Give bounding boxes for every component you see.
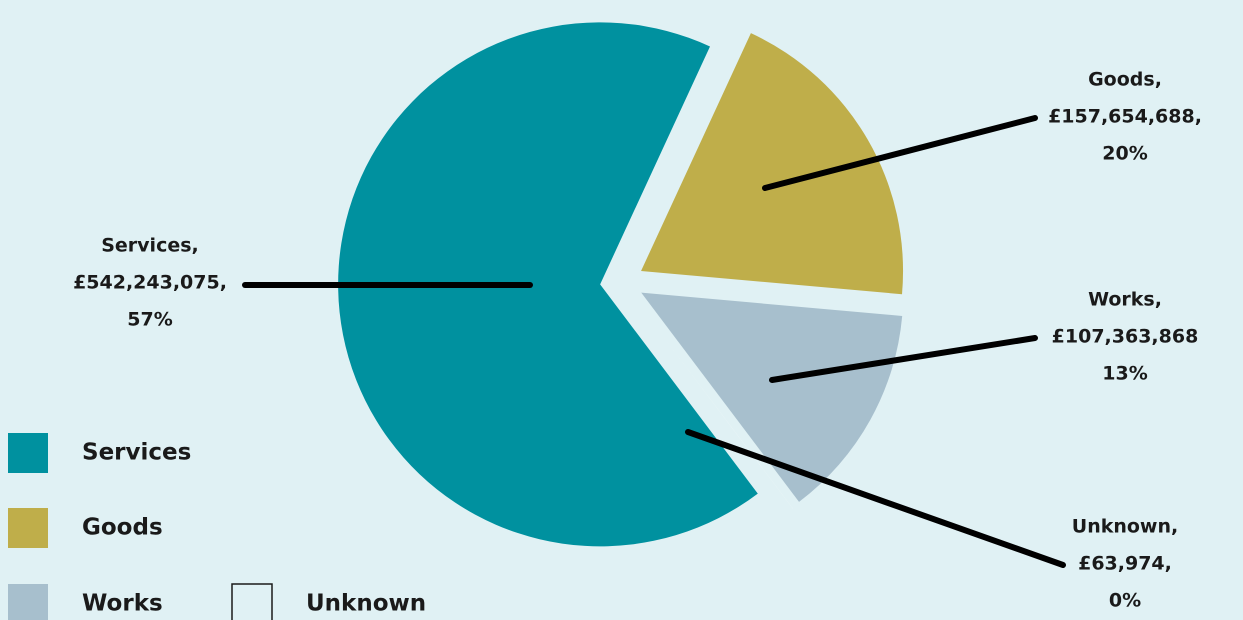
data-label: 0%: [1109, 590, 1141, 612]
legend-label: Goods: [82, 515, 163, 541]
legend-swatch: [8, 433, 48, 473]
data-label: 13%: [1102, 363, 1147, 385]
legend-label: Services: [82, 440, 191, 466]
data-label: Works,: [1088, 289, 1162, 311]
legend-label: Unknown: [306, 591, 426, 617]
pie-slice: [641, 33, 904, 295]
legend-swatch: [8, 508, 48, 548]
data-label: £542,243,075,: [73, 272, 227, 294]
data-label: £63,974,: [1078, 553, 1172, 575]
data-label: 57%: [127, 309, 172, 331]
data-label: Services,: [101, 235, 199, 257]
leader-line: [762, 115, 1038, 191]
data-label: £157,654,688,: [1048, 106, 1202, 128]
leader-line: [685, 429, 1066, 568]
legend-swatch: [231, 583, 273, 620]
data-label: Goods,: [1088, 69, 1162, 91]
data-label: Unknown,: [1072, 516, 1178, 538]
legend-label: Works: [82, 591, 163, 617]
pie-slice: [338, 22, 758, 547]
data-label: £107,363,868: [1052, 326, 1199, 348]
data-label: 20%: [1102, 143, 1147, 165]
legend-swatch: [8, 584, 48, 620]
leader-line: [769, 335, 1038, 383]
pie-slice: [641, 292, 903, 502]
